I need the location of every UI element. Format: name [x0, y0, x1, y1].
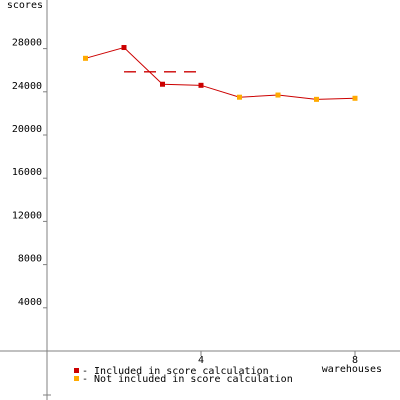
y-tick-label: 24000 [12, 81, 42, 92]
data-point-excluded [237, 94, 242, 100]
series-group [83, 45, 358, 102]
data-point-excluded [314, 96, 319, 102]
data-point-included [121, 45, 127, 51]
y-ticks: 4000 8000 12000 16000 20000 24000 28000 [12, 38, 47, 309]
series-line [85, 46, 356, 100]
y-tick-label: 16000 [12, 167, 42, 178]
legend-label: - Included in score calculation [82, 366, 269, 377]
y-tick-label: 28000 [12, 38, 42, 49]
data-point-excluded [352, 95, 358, 101]
y-tick-label: 20000 [12, 124, 42, 135]
legend-swatch [74, 368, 79, 373]
y-axis-label: scores [7, 0, 43, 11]
y-tick-label: 4000 [18, 297, 42, 308]
data-point-excluded [83, 55, 88, 61]
legend-label: - Not included in score calculation [82, 374, 293, 385]
legend: - Included in score calculation- Not inc… [74, 366, 293, 385]
x-tick-label: 8 [352, 355, 358, 366]
data-point-included [160, 81, 165, 87]
data-point-included [198, 82, 204, 88]
data-point-excluded [275, 92, 281, 98]
legend-swatch [74, 376, 79, 381]
y-tick-label: 12000 [12, 210, 42, 221]
x-tick-label: 4 [198, 355, 204, 366]
y-tick-label: 8000 [18, 254, 42, 265]
x-axis-label: warehouses [322, 364, 382, 375]
